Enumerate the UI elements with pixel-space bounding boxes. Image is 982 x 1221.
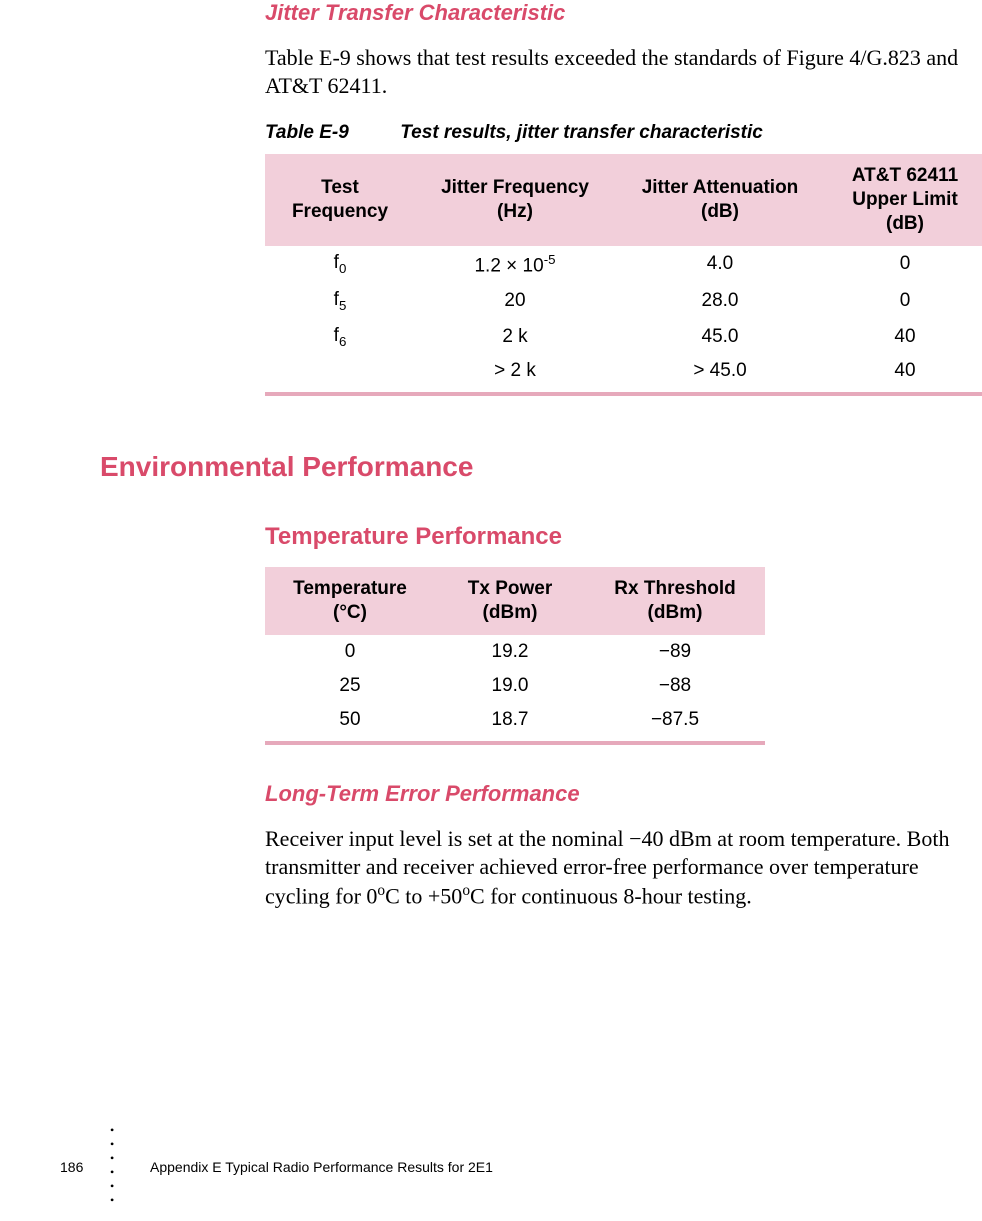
table-row: 019.2−89 <box>265 635 765 669</box>
table-cell: > 2 k <box>415 354 615 392</box>
table-cell: 0 <box>825 283 982 319</box>
footer-breadcrumb: Appendix E Typical Radio Performance Res… <box>150 1159 493 1175</box>
table-cell: 25 <box>265 669 435 703</box>
table-temp-col-tx: Tx Power(dBm) <box>435 567 585 635</box>
table-row: 2519.0−88 <box>265 669 765 703</box>
table-e9-caption: Table E-9 Test results, jitter transfer … <box>265 122 982 144</box>
table-cell: 20 <box>415 283 615 319</box>
table-cell: 28.0 <box>615 283 825 319</box>
table-cell: f6 <box>265 319 415 355</box>
table-e9-caption-title: Test results, jitter transfer characteri… <box>400 122 763 143</box>
table-row: > 2 k> 45.040 <box>265 354 982 392</box>
table-cell: 50 <box>265 703 435 741</box>
heading-environmental-performance: Environmental Performance <box>100 451 982 483</box>
table-cell: −89 <box>585 635 765 669</box>
page-number: 186 <box>60 1159 83 1175</box>
table-temp-rule <box>265 741 765 745</box>
table-cell: 4.0 <box>615 246 825 283</box>
table-e9-col-jitatt: Jitter Attenuation(dB) <box>615 154 825 245</box>
table-cell: > 45.0 <box>615 354 825 392</box>
table-e9-col-testfreq: TestFrequency <box>265 154 415 245</box>
heading-long-term-error: Long-Term Error Performance <box>265 781 982 807</box>
table-cell: 18.7 <box>435 703 585 741</box>
table-cell: 19.0 <box>435 669 585 703</box>
table-cell: −88 <box>585 669 765 703</box>
table-cell: 40 <box>825 319 982 355</box>
table-cell: 2 k <box>415 319 615 355</box>
table-cell: −87.5 <box>585 703 765 741</box>
table-temperature: Temperature(°C) Tx Power(dBm) Rx Thresho… <box>265 567 765 741</box>
table-cell: 0 <box>825 246 982 283</box>
table-cell: f0 <box>265 246 415 283</box>
heading-temperature-performance: Temperature Performance <box>265 523 982 551</box>
table-e9-rule <box>265 392 982 396</box>
table-row: 5018.7−87.5 <box>265 703 765 741</box>
table-e9: TestFrequency Jitter Frequency(Hz) Jitte… <box>265 154 982 392</box>
table-cell: 19.2 <box>435 635 585 669</box>
table-e9-caption-num: Table E-9 <box>265 122 395 144</box>
table-row: f01.2 × 10-54.00 <box>265 246 982 283</box>
heading-jitter-transfer: Jitter Transfer Characteristic <box>265 0 982 26</box>
para-jitter-intro: Table E-9 shows that test results exceed… <box>265 44 982 100</box>
footer-dots-icon: •••••• <box>110 1123 114 1207</box>
para-long-term-error: Receiver input level is set at the nomin… <box>265 825 982 911</box>
table-cell: f5 <box>265 283 415 319</box>
table-cell: 40 <box>825 354 982 392</box>
table-cell <box>265 354 415 392</box>
table-cell: 45.0 <box>615 319 825 355</box>
table-temp-col-temp: Temperature(°C) <box>265 567 435 635</box>
table-row: f52028.00 <box>265 283 982 319</box>
table-e9-col-upperlim: AT&T 62411Upper Limit(dB) <box>825 154 982 245</box>
table-cell: 0 <box>265 635 435 669</box>
table-temp-col-rx: Rx Threshold(dBm) <box>585 567 765 635</box>
table-e9-col-jitfreq: Jitter Frequency(Hz) <box>415 154 615 245</box>
table-cell: 1.2 × 10-5 <box>415 246 615 283</box>
table-row: f62 k45.040 <box>265 319 982 355</box>
